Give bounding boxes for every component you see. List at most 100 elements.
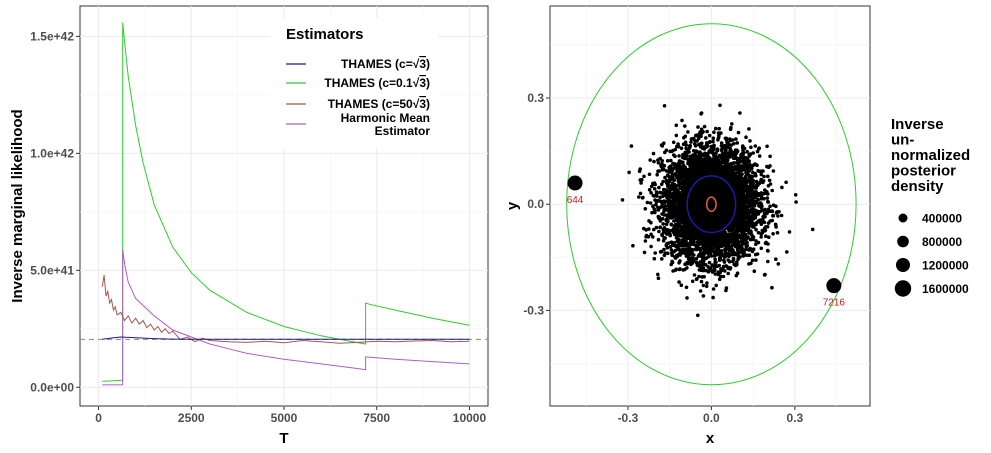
data-point xyxy=(725,245,730,249)
data-point xyxy=(749,200,753,205)
data-point xyxy=(649,232,653,237)
data-point xyxy=(670,260,675,265)
posterior-points xyxy=(620,103,815,318)
data-point xyxy=(677,210,682,214)
data-point xyxy=(684,143,688,147)
data-point xyxy=(734,137,738,141)
data-point xyxy=(784,180,788,185)
data-point xyxy=(651,204,655,208)
data-point xyxy=(728,137,732,141)
data-point xyxy=(698,251,703,256)
data-point xyxy=(749,166,754,170)
data-point xyxy=(755,163,759,167)
data-point xyxy=(751,151,755,155)
data-point xyxy=(734,151,739,156)
data-point xyxy=(749,229,753,233)
data-point xyxy=(724,136,729,141)
data-point xyxy=(682,193,687,198)
x-tick-label: 5000 xyxy=(271,411,298,425)
data-point xyxy=(745,244,750,248)
data-point xyxy=(749,222,753,226)
data-point xyxy=(670,192,674,196)
data-point xyxy=(763,207,767,212)
data-point xyxy=(766,174,770,179)
data-point xyxy=(753,186,757,190)
data-point xyxy=(663,150,667,155)
data-point xyxy=(747,253,752,257)
data-point xyxy=(677,168,681,172)
x-tick-label: 10000 xyxy=(453,411,487,425)
data-point xyxy=(722,260,727,264)
data-point xyxy=(649,220,653,225)
data-point xyxy=(643,207,648,211)
data-point xyxy=(638,178,642,182)
data-point xyxy=(780,185,784,190)
data-point xyxy=(680,118,684,123)
data-point xyxy=(649,184,654,189)
data-point xyxy=(744,175,748,179)
data-point xyxy=(777,210,781,214)
data-point xyxy=(740,168,744,172)
data-point xyxy=(722,204,726,208)
data-point xyxy=(710,270,715,274)
data-point xyxy=(763,225,768,229)
data-point xyxy=(686,130,690,134)
data-point xyxy=(719,249,724,253)
data-point xyxy=(653,251,657,255)
data-point xyxy=(715,147,720,151)
data-point xyxy=(694,277,699,282)
data-point xyxy=(701,232,706,236)
data-point xyxy=(757,154,762,158)
data-point xyxy=(715,216,720,220)
data-point xyxy=(692,238,696,242)
y-tick-label: 5.0e+41 xyxy=(30,263,74,277)
data-point xyxy=(756,230,761,235)
data-point xyxy=(669,248,674,252)
data-point xyxy=(678,250,682,254)
data-point xyxy=(714,151,718,155)
data-point xyxy=(650,210,654,215)
data-point xyxy=(670,253,674,258)
data-point xyxy=(705,281,709,285)
data-point xyxy=(764,234,768,238)
data-point xyxy=(654,190,659,194)
data-point xyxy=(661,222,665,226)
data-point xyxy=(742,151,746,155)
data-point xyxy=(712,147,716,152)
data-point xyxy=(673,154,677,159)
data-point xyxy=(673,256,678,260)
data-point xyxy=(707,260,712,265)
data-point xyxy=(649,191,653,195)
data-point xyxy=(647,188,652,192)
data-point xyxy=(723,234,727,238)
data-point xyxy=(738,255,742,259)
data-point xyxy=(766,192,770,196)
data-point xyxy=(655,199,660,203)
data-point xyxy=(675,144,679,149)
data-point xyxy=(759,197,764,201)
data-point xyxy=(683,240,688,245)
data-point xyxy=(696,136,701,141)
data-point xyxy=(656,214,661,219)
data-point xyxy=(679,146,684,151)
data-point xyxy=(776,262,781,266)
data-point xyxy=(677,154,681,158)
data-point xyxy=(658,156,662,161)
data-point xyxy=(731,257,736,262)
data-point xyxy=(771,214,775,218)
data-point xyxy=(774,204,778,209)
data-point xyxy=(749,145,753,150)
data-point xyxy=(729,125,733,130)
data-point xyxy=(734,273,739,278)
data-point xyxy=(685,262,690,266)
data-point xyxy=(661,238,666,243)
data-point xyxy=(674,267,678,272)
data-point xyxy=(765,144,769,149)
data-point xyxy=(748,218,753,223)
x-tick-label: 7500 xyxy=(363,411,390,425)
data-point xyxy=(661,228,666,232)
data-point xyxy=(768,154,772,159)
data-point xyxy=(693,207,697,212)
data-point xyxy=(665,246,670,250)
